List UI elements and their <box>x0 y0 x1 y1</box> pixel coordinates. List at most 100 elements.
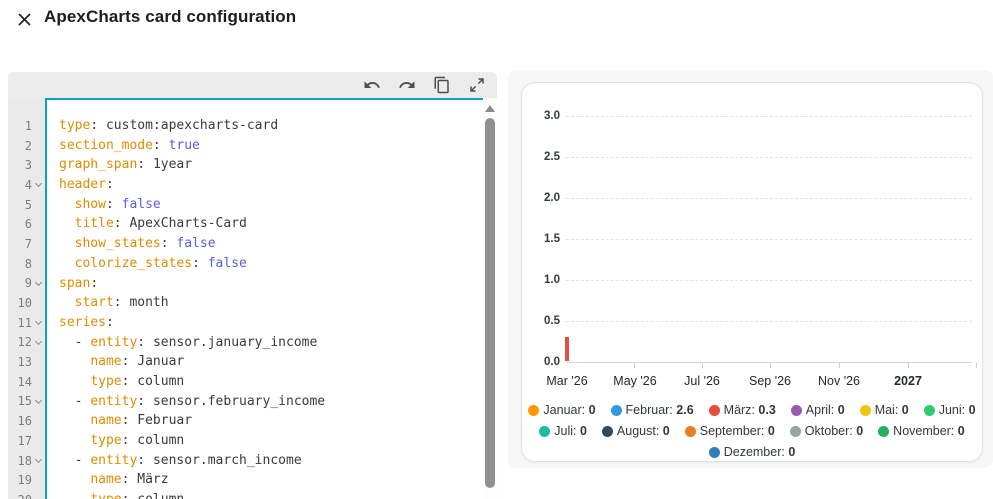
yaml-value: month <box>129 295 169 311</box>
undo-icon <box>364 81 380 88</box>
code-line[interactable]: type: custom:apexcharts-card <box>59 118 279 133</box>
chevron-down-icon <box>34 318 43 326</box>
code-line[interactable]: type: column <box>90 373 185 389</box>
legend-item[interactable]: März: 0.3 <box>708 403 776 417</box>
scroll-up-arrow-icon[interactable] <box>485 105 495 112</box>
fold-toggle[interactable] <box>32 451 45 471</box>
legend-label: August: 0 <box>616 424 670 438</box>
code-line[interactable]: name: Januar <box>90 354 185 370</box>
x-axis-tick <box>770 362 771 368</box>
line-number: 10 <box>17 296 32 311</box>
fold-toggle[interactable] <box>32 313 45 333</box>
line-number: 8 <box>24 256 32 271</box>
yaml-key: graph_span <box>59 157 138 173</box>
gutter-row: 9 <box>8 274 45 294</box>
line-number: 1 <box>24 118 32 133</box>
code-line[interactable]: graph_span: 1year <box>59 157 193 173</box>
y-axis-label: 2.5 <box>544 150 560 163</box>
copy-icon <box>434 76 449 94</box>
fold-spacer <box>32 470 45 490</box>
legend-item[interactable]: August: 0 <box>601 424 670 438</box>
close-icon <box>17 12 31 26</box>
legend-item[interactable]: Dezember: 0 <box>708 445 795 459</box>
legend-item[interactable]: Oktober: 0 <box>789 424 863 438</box>
x-axis-tick <box>702 362 703 368</box>
code-line[interactable]: name: März <box>90 472 169 488</box>
code-line[interactable]: span: <box>59 275 99 291</box>
line-number: 20 <box>10 493 32 499</box>
fold-toggle[interactable] <box>32 392 45 412</box>
fold-toggle[interactable] <box>32 333 45 353</box>
x-axis-tick <box>976 362 977 368</box>
line-number: 5 <box>24 197 32 212</box>
legend-item[interactable]: Juli: 0 <box>539 424 587 438</box>
legend-value: 0 <box>837 403 845 417</box>
legend-row: Dezember: 0 <box>708 445 795 459</box>
code-line[interactable]: type: column <box>90 433 185 448</box>
undo-button[interactable] <box>362 75 382 95</box>
yaml-key: type <box>59 118 91 133</box>
code-content[interactable]: type: custom:apexcharts-card section_mode… <box>45 98 483 499</box>
legend-value: 2.6 <box>676 403 694 417</box>
legend-item[interactable]: November: 0 <box>878 424 965 438</box>
code-line[interactable]: name: Februar <box>90 413 193 429</box>
yaml-key: name <box>90 413 122 429</box>
gutter-row: 7 <box>8 234 45 254</box>
close-button[interactable] <box>11 6 37 32</box>
code-line[interactable]: series: <box>59 314 114 330</box>
redo-button[interactable] <box>397 75 417 95</box>
y-axis-label: 0.5 <box>544 314 560 327</box>
expand-button[interactable] <box>467 75 487 95</box>
gridline <box>566 156 972 158</box>
x-axis-label: Jul '26 <box>684 373 720 388</box>
gridline <box>566 197 972 199</box>
gutter-row: 10 <box>8 293 45 313</box>
fold-spacer <box>32 116 45 136</box>
gutter-row: 4 <box>8 175 45 195</box>
code-line[interactable]: section_mode: true <box>59 137 200 153</box>
yaml-key: show <box>74 196 106 212</box>
code-line[interactable]: header: <box>59 177 114 193</box>
fold-toggle[interactable] <box>32 175 45 195</box>
gutter-row: 19 <box>8 470 45 490</box>
legend-value: 0.3 <box>758 403 776 417</box>
line-number: 16 <box>17 414 32 429</box>
legend-item[interactable]: Mai: 0 <box>859 403 909 417</box>
editor-scrollbar[interactable] <box>483 98 497 499</box>
scrollbar-thumb[interactable] <box>485 118 495 488</box>
yaml-key: type <box>90 373 122 389</box>
code-line[interactable]: show_states: false <box>74 236 216 252</box>
line-number: 9 <box>24 276 32 291</box>
fold-spacer <box>32 254 45 274</box>
code-line[interactable]: colorize_states: false <box>74 255 247 271</box>
legend-item[interactable]: Januar: 0 <box>528 403 596 417</box>
gutter-row: 13 <box>8 352 45 372</box>
yaml-key: entity <box>90 452 138 468</box>
fold-spacer <box>32 490 45 499</box>
legend-dot <box>528 404 540 416</box>
code-line[interactable]: show: false <box>74 196 161 212</box>
yaml-key: header <box>59 177 106 193</box>
code-line[interactable]: - entity: sensor.january_income <box>74 334 318 350</box>
fold-spacer <box>32 234 45 254</box>
legend-item[interactable]: April: 0 <box>790 403 845 417</box>
fold-spacer <box>32 136 45 156</box>
fold-toggle[interactable] <box>32 274 45 294</box>
line-number: 18 <box>17 453 32 468</box>
legend-item[interactable]: Februar: 2.6 <box>610 403 694 417</box>
code-line[interactable]: start: month <box>74 295 169 311</box>
x-axis-tick <box>839 362 840 368</box>
card-preview-panel: Januar: 0 Februar: 2.6 März: 0.3 April: 0 Ma… <box>508 70 993 468</box>
code-line[interactable]: - entity: sensor.february_income <box>74 393 326 409</box>
code-editor[interactable]: 1234567891011121314151617181920 type: cu… <box>8 98 497 499</box>
x-axis-label: May '26 <box>613 373 657 388</box>
code-line[interactable]: - entity: sensor.march_income <box>74 452 302 468</box>
legend-item[interactable]: Juni: 0 <box>923 403 976 417</box>
copy-button[interactable] <box>432 75 452 95</box>
legend-item[interactable]: September: 0 <box>684 424 775 438</box>
code-line[interactable]: type: column <box>59 490 483 499</box>
code-line[interactable]: title: ApexCharts-Card <box>74 216 247 232</box>
fold-spacer <box>32 293 45 313</box>
fold-spacer <box>32 431 45 451</box>
gutter-row: 1 <box>8 116 45 136</box>
